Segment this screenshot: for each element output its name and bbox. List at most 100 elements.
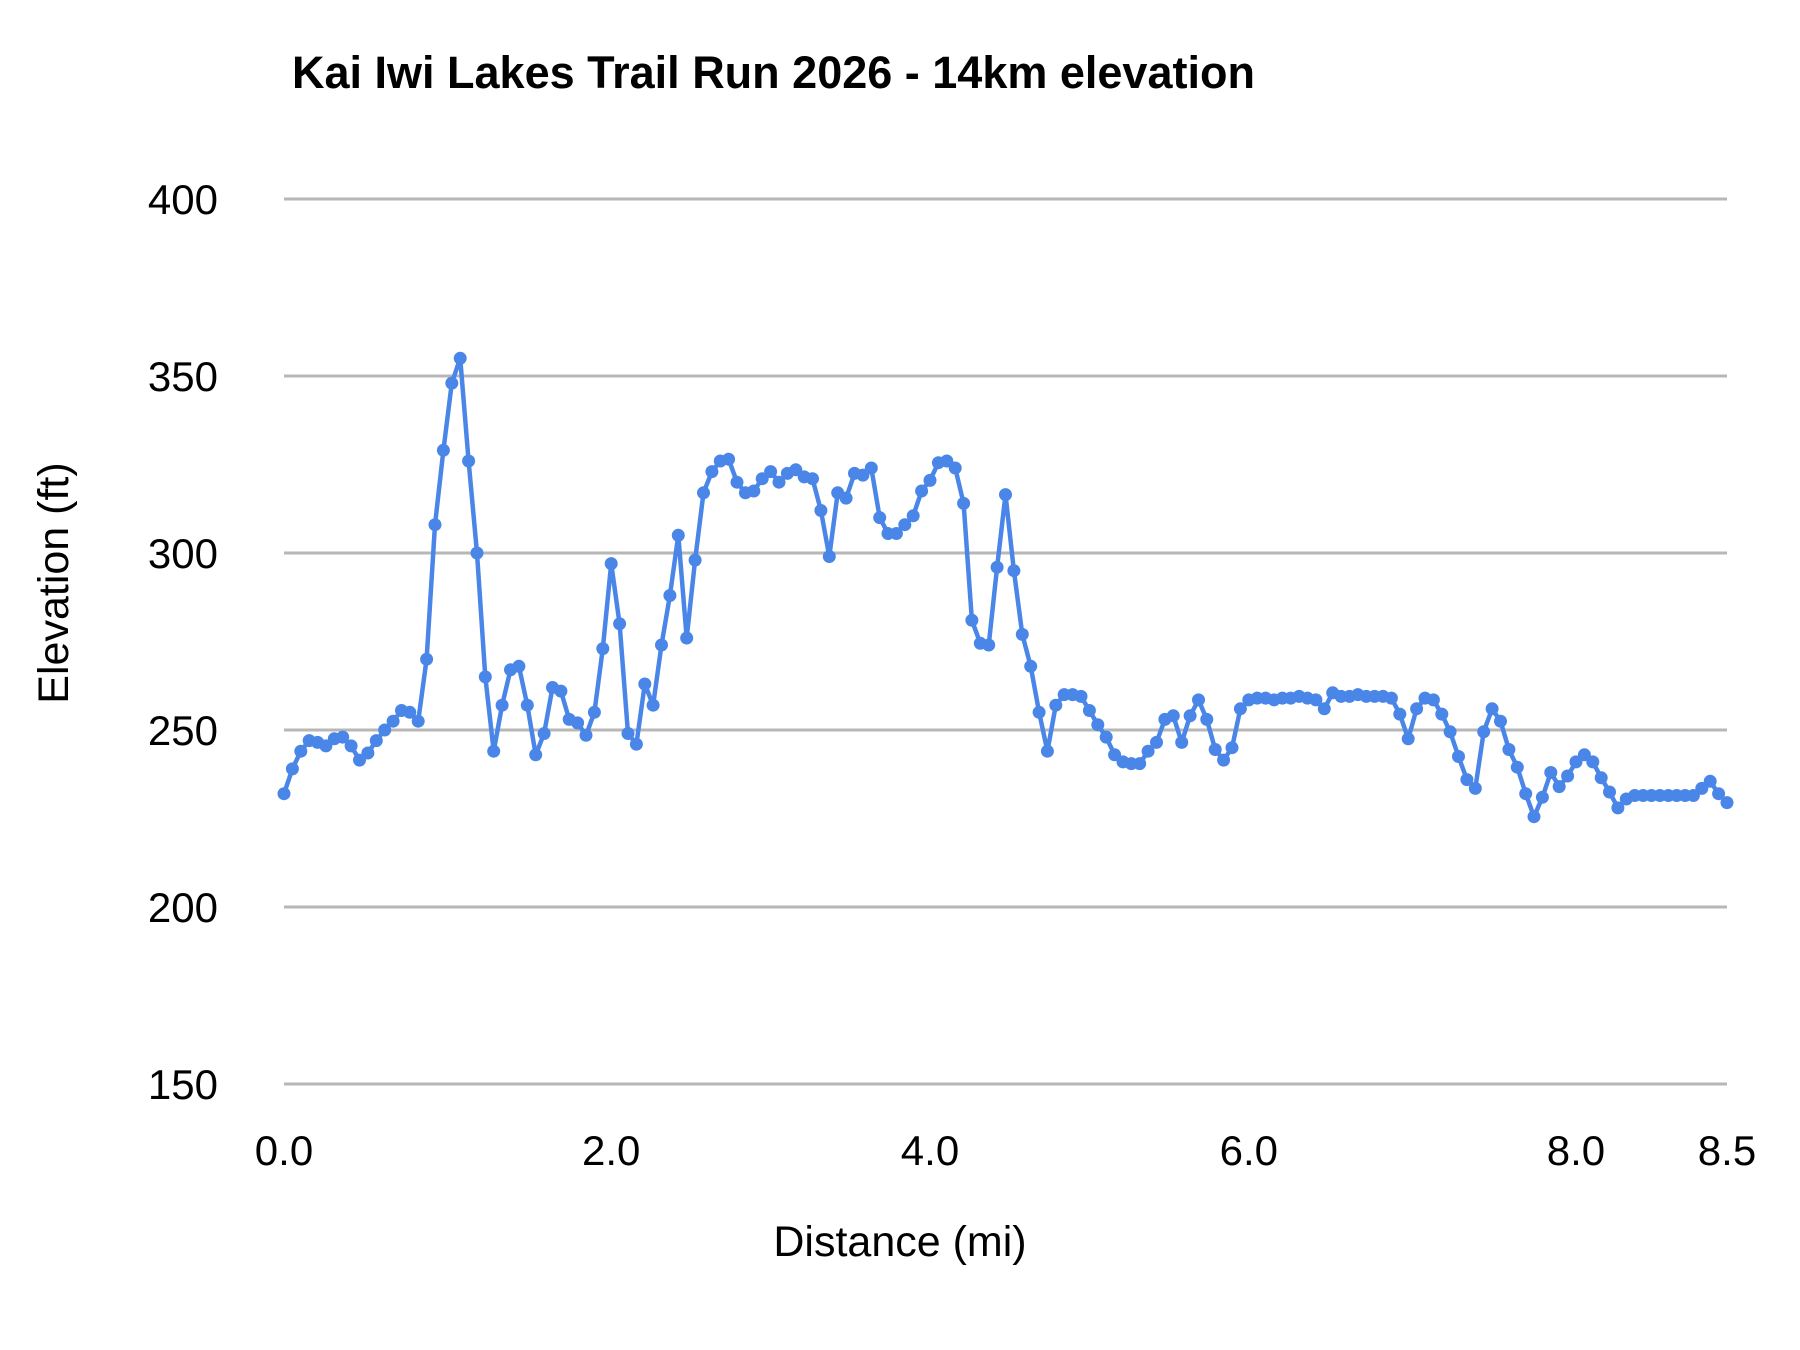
y-tick-label: 200 xyxy=(148,884,218,931)
chart-title: Kai Iwi Lakes Trail Run 2026 - 14km elev… xyxy=(292,47,1255,98)
data-point xyxy=(680,631,694,645)
data-point xyxy=(1192,693,1205,707)
data-point xyxy=(655,638,668,652)
data-point xyxy=(1233,702,1247,716)
data-point xyxy=(1317,702,1331,716)
data-point xyxy=(1133,757,1147,771)
data-point xyxy=(386,714,400,728)
data-point xyxy=(982,638,996,652)
data-point xyxy=(1603,785,1616,799)
data-point xyxy=(663,589,677,602)
data-point xyxy=(1435,707,1449,721)
data-point xyxy=(520,698,534,712)
data-point xyxy=(512,659,526,673)
data-point xyxy=(571,716,585,730)
data-point xyxy=(1460,773,1474,787)
data-point xyxy=(470,546,484,560)
data-point xyxy=(806,472,819,486)
data-point xyxy=(1452,750,1465,763)
data-point xyxy=(1519,787,1533,801)
data-point xyxy=(1468,781,1482,795)
data-point xyxy=(1494,714,1507,728)
data-point xyxy=(1535,790,1549,804)
data-point xyxy=(1166,709,1180,723)
y-tick-label: 150 xyxy=(148,1061,218,1108)
data-point xyxy=(906,509,920,523)
data-point xyxy=(554,684,568,698)
y-axis-title: Elevation (ft) xyxy=(30,462,78,703)
data-point xyxy=(445,376,459,390)
data-point xyxy=(873,511,887,525)
data-point xyxy=(1040,744,1054,758)
data-point xyxy=(495,698,509,712)
data-point xyxy=(1401,732,1415,746)
data-point xyxy=(420,652,434,666)
data-point xyxy=(730,475,744,489)
data-point xyxy=(344,739,358,753)
data-point xyxy=(1410,702,1424,716)
data-point xyxy=(1074,689,1088,703)
data-point xyxy=(1200,712,1214,726)
data-point xyxy=(839,491,853,505)
x-axis-title: Distance (mi) xyxy=(773,1218,1026,1266)
data-point xyxy=(1552,780,1566,794)
data-point xyxy=(1175,735,1189,749)
data-point xyxy=(990,560,1004,574)
data-point xyxy=(1183,709,1197,723)
data-point xyxy=(638,677,652,691)
data-point xyxy=(1586,755,1600,769)
data-point xyxy=(1309,693,1323,707)
data-point xyxy=(764,465,778,479)
data-point xyxy=(1049,698,1063,712)
data-point xyxy=(1082,704,1096,717)
data-point xyxy=(965,613,979,627)
data-point xyxy=(1099,730,1113,744)
y-tick-label: 350 xyxy=(148,353,218,400)
x-axis-tick-labels: 0.0 2.0 4.0 6.0 8.0 8.5 xyxy=(255,1127,1756,1174)
data-point xyxy=(1720,796,1734,810)
data-point xyxy=(999,488,1012,502)
data-point xyxy=(705,465,719,479)
data-point xyxy=(646,698,660,712)
data-point xyxy=(378,723,392,737)
data-point xyxy=(822,550,836,563)
y-tick-label: 300 xyxy=(148,530,218,577)
data-point xyxy=(1561,769,1575,783)
x-tick-label: 2.0 xyxy=(582,1127,640,1174)
data-point xyxy=(369,734,383,748)
data-point xyxy=(722,452,736,466)
data-point xyxy=(1477,725,1491,739)
data-point xyxy=(1502,743,1516,756)
x-tick-label: 8.0 xyxy=(1547,1127,1605,1174)
data-point xyxy=(948,461,962,475)
data-point xyxy=(898,518,912,532)
data-point xyxy=(864,461,878,475)
data-point xyxy=(915,484,929,498)
data-point xyxy=(411,714,425,728)
data-point xyxy=(537,727,551,740)
data-point xyxy=(403,705,417,719)
data-point xyxy=(428,518,442,532)
data-point xyxy=(1527,810,1541,824)
data-point xyxy=(629,737,643,751)
data-point xyxy=(579,728,593,742)
data-point xyxy=(1426,693,1440,707)
data-point xyxy=(671,528,685,542)
data-point xyxy=(596,642,610,656)
data-point xyxy=(1225,741,1239,755)
y-tick-label: 250 xyxy=(148,707,218,754)
data-point xyxy=(361,746,375,760)
data-point xyxy=(957,496,971,510)
data-point xyxy=(1703,774,1717,788)
data-point xyxy=(889,527,903,540)
data-point xyxy=(436,443,450,457)
data-point xyxy=(294,744,308,758)
data-point xyxy=(747,484,761,498)
data-point xyxy=(1544,766,1558,779)
data-point xyxy=(453,351,467,365)
gridlines xyxy=(284,197,1727,1086)
data-point xyxy=(587,705,601,719)
data-point xyxy=(1510,760,1524,774)
